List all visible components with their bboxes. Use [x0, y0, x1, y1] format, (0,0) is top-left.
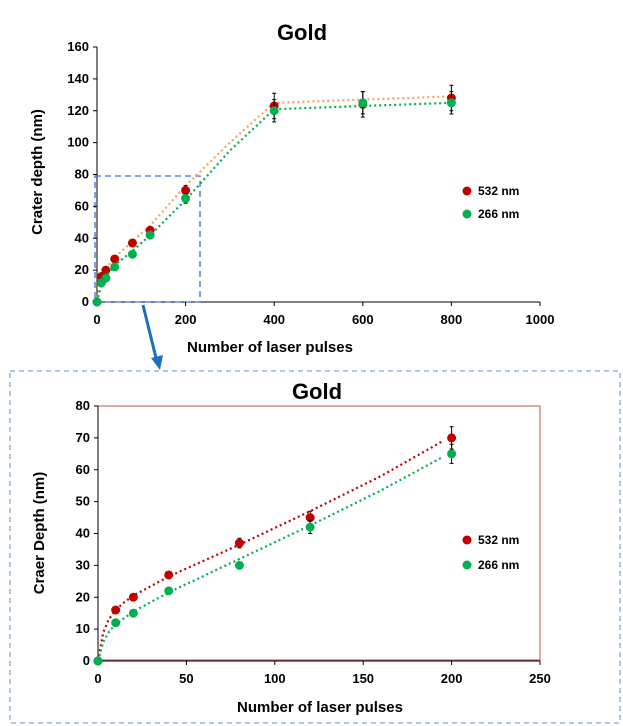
bottom-y-tick-label: 50 [76, 494, 90, 509]
bottom-y-tick-label: 70 [76, 430, 90, 445]
zoom-arrow-line [141, 304, 159, 363]
top-y-tick-label: 120 [67, 103, 89, 118]
top-y-tick-label: 80 [75, 167, 89, 182]
bottom-chart-title: Gold [292, 379, 342, 404]
bottom-legend-marker-266 [462, 560, 472, 570]
bottom-trendline-266-nm [96, 456, 444, 662]
bottom-y-tick-label: 20 [76, 589, 90, 604]
top-point-266-nm [181, 193, 191, 203]
bottom-x-axis-label: Number of laser pulses [237, 699, 403, 716]
top-point-266-nm [127, 249, 137, 259]
top-x-tick-label: 0 [93, 312, 100, 327]
bottom-point-266-nm [234, 560, 244, 570]
top-y-tick-label: 100 [67, 135, 89, 150]
zoom-arrow [141, 304, 163, 370]
bottom-point-532-nm [128, 592, 138, 602]
top-y-tick-label: 140 [67, 71, 89, 86]
top-point-266-nm [101, 273, 111, 283]
bottom-point-532-nm [305, 513, 315, 523]
bottom-y-axis-label: Craer Depth (nm) [31, 472, 48, 595]
bottom-x-tick-label: 150 [352, 671, 374, 686]
top-legend-marker-532 [462, 186, 472, 196]
top-y-tick-label: 60 [75, 198, 89, 213]
top-point-266-nm [92, 297, 102, 307]
top-x-tick-label: 1000 [526, 312, 555, 327]
top-point-532-nm [181, 185, 191, 195]
bottom-point-266-nm [93, 656, 103, 666]
bottom-point-532-nm [234, 538, 244, 548]
top-y-tick-label: 40 [75, 230, 89, 245]
top-trendline-266-nm [95, 101, 452, 303]
top-point-266-nm [446, 98, 456, 108]
top-y-axis-label: Crater depth (nm) [29, 109, 46, 235]
top-point-266-nm [110, 262, 120, 272]
top-chart-title: Gold [277, 20, 327, 45]
top-x-tick-label: 800 [441, 312, 463, 327]
bottom-point-532-nm [111, 605, 121, 615]
bottom-y-tick-label: 30 [76, 557, 90, 572]
bottom-point-532-nm [164, 570, 174, 580]
bottom-point-266-nm [164, 586, 174, 596]
bottom-point-266-nm [111, 618, 121, 628]
top-point-532-nm [110, 254, 120, 264]
zoom-panel-border [9, 370, 621, 724]
top-point-266-nm [145, 230, 155, 240]
bottom-y-tick-label: 40 [76, 526, 90, 541]
bottom-x-tick-label: 200 [441, 671, 463, 686]
top-point-266-nm [269, 106, 279, 116]
top-chart: Gold Number of laser pulses Crater depth… [29, 20, 540, 356]
bottom-legend-label-266: 266 nm [478, 558, 519, 572]
top-x-tick-label: 400 [263, 312, 285, 327]
top-x-tick-label: 600 [352, 312, 374, 327]
bottom-x-tick-label: 250 [529, 671, 551, 686]
top-y-tick-label: 20 [75, 262, 89, 277]
zoom-arrow-head [151, 355, 163, 370]
bottom-point-266-nm [305, 522, 315, 532]
bottom-x-tick-label: 50 [179, 671, 193, 686]
top-y-tick-label: 0 [82, 294, 89, 309]
bottom-legend-marker-532 [462, 535, 472, 545]
top-legend-label-266: 266 nm [478, 207, 519, 221]
bottom-legend-label-532: 532 nm [478, 533, 519, 547]
bottom-x-tick-label: 0 [94, 671, 101, 686]
top-x-axis-label: Number of laser pulses [187, 339, 353, 356]
bottom-x-tick-label: 100 [264, 671, 286, 686]
bottom-point-266-nm [447, 449, 457, 459]
top-legend-marker-266 [462, 209, 472, 219]
bottom-y-tick-label: 10 [76, 621, 90, 636]
top-x-tick-label: 200 [175, 312, 197, 327]
zoom-region-box [94, 175, 201, 303]
bottom-point-266-nm [128, 608, 138, 618]
bottom-y-tick-label: 60 [76, 462, 90, 477]
top-legend-label-532: 532 nm [478, 184, 519, 198]
bottom-plot-area [97, 405, 541, 661]
bottom-chart: Gold Number of laser pulses Craer Depth … [31, 379, 541, 716]
top-point-532-nm [127, 238, 137, 248]
bottom-y-tick-label: 0 [83, 653, 90, 668]
top-y-tick-label: 160 [67, 39, 89, 54]
bottom-y-tick-label: 80 [76, 398, 90, 413]
bottom-point-532-nm [447, 433, 457, 443]
top-trendline-532-nm [95, 95, 452, 303]
bottom-trendline-532-nm [96, 440, 444, 662]
top-point-266-nm [358, 98, 368, 108]
